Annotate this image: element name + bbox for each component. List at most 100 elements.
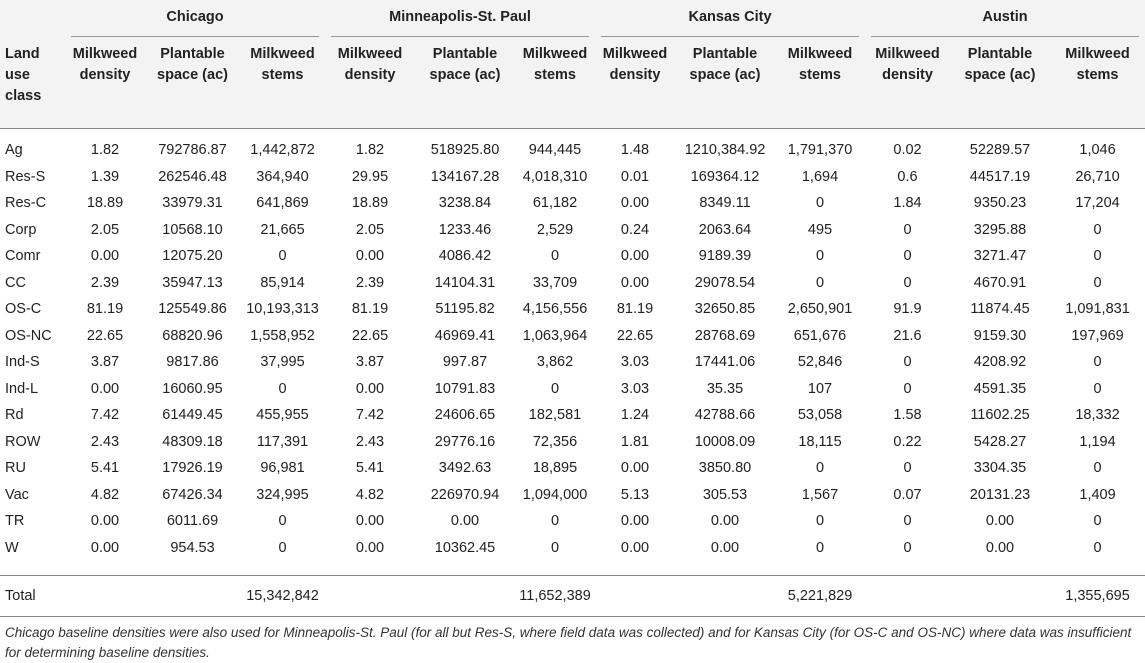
cell: 0 xyxy=(550,513,560,530)
table-row: OS-C 81.19 125549.86 10,193,313 81.19 51195.8… xyxy=(0,296,1145,323)
cell: 2063.64 xyxy=(698,221,752,238)
row-label: CC xyxy=(5,274,26,291)
row-label: ROW xyxy=(5,433,41,450)
cell: 52,846 xyxy=(797,354,843,371)
cell: 81.19 xyxy=(86,301,124,318)
data-table: Chicago Minneapolis-St. Paul Kansas City Au… xyxy=(0,0,1145,617)
column-header: Plantable space (ac) xyxy=(145,40,240,129)
cell: 518925.80 xyxy=(430,142,500,159)
cell: 22.65 xyxy=(86,327,124,344)
total-label: Total xyxy=(0,575,65,617)
cell: 0.00 xyxy=(450,513,480,530)
cell: 20131.23 xyxy=(969,486,1031,503)
cell: 2,650,901 xyxy=(787,301,853,318)
cell: 3850.80 xyxy=(698,460,752,477)
cell: 0 xyxy=(903,513,912,530)
cell: 0 xyxy=(903,274,912,291)
column-header: Milkweed density xyxy=(865,40,951,129)
cell: 10791.83 xyxy=(434,380,496,397)
cell: 0.00 xyxy=(90,513,120,530)
cell: 37,995 xyxy=(260,354,305,371)
cell: 52289.57 xyxy=(969,142,1031,159)
city-name: Kansas City xyxy=(601,3,860,37)
cell: 17926.19 xyxy=(162,460,223,477)
cell: 1,567 xyxy=(801,486,839,503)
total-cell: 15,342,842 xyxy=(240,575,326,617)
column-header: Milkweed stems xyxy=(1050,40,1145,129)
cell: 3,862 xyxy=(536,354,574,371)
cell: 2.39 xyxy=(90,274,120,291)
cell: 1,442,872 xyxy=(250,142,315,159)
cell: 29.95 xyxy=(351,168,389,185)
cell: 1.39 xyxy=(90,168,120,185)
cell: 0 xyxy=(278,248,287,265)
column-header: Milkweed density xyxy=(65,40,145,129)
cell: 0 xyxy=(278,380,287,397)
table-row: RU 5.41 17926.19 96,981 5.41 3492.63 18,895 0.0… xyxy=(0,455,1145,482)
cell: 197,969 xyxy=(1071,327,1124,344)
cell: 14104.31 xyxy=(434,274,496,291)
cell: 125549.86 xyxy=(158,301,227,318)
cell: 22.65 xyxy=(616,327,654,344)
cell: 1.24 xyxy=(620,407,650,424)
cell: 954.53 xyxy=(170,539,215,556)
cell: 1,046 xyxy=(1079,142,1116,159)
cell: 1,194 xyxy=(1079,433,1116,450)
cell: 0.01 xyxy=(620,168,650,185)
cell: 0.00 xyxy=(90,248,120,265)
row-label: Res-C xyxy=(5,195,47,212)
cell: 0.00 xyxy=(985,513,1015,530)
column-header: Plantable space (ac) xyxy=(950,40,1051,129)
cell: 1.84 xyxy=(893,195,922,212)
cell: 0 xyxy=(903,539,912,556)
city-cell: Minneapolis-St. Paul xyxy=(325,0,595,40)
cell: 0.00 xyxy=(710,513,740,530)
cell: 17441.06 xyxy=(694,354,756,371)
cell: 262546.48 xyxy=(158,168,227,185)
cell: 9189.39 xyxy=(698,248,752,265)
cell: 4670.91 xyxy=(973,274,1027,291)
cell: 0 xyxy=(550,380,560,397)
cell: 11602.25 xyxy=(970,407,1030,424)
cell: 364,940 xyxy=(256,168,309,185)
table-body: Ag 1.82 792786.87 1,442,872 1.82 518925.80 944… xyxy=(0,129,1145,617)
cell: 0.00 xyxy=(355,380,385,397)
column-header-row: Land use class Milkweed density Plantable… xyxy=(0,40,1145,129)
cell: 18,115 xyxy=(798,433,842,450)
total-cell: 5,221,829 xyxy=(775,575,866,617)
cell: 0.02 xyxy=(893,142,922,159)
cell: 0 xyxy=(903,460,912,477)
row-label: Ind-S xyxy=(5,354,40,371)
cell: 91.9 xyxy=(893,301,922,318)
cell: 944,445 xyxy=(528,142,582,159)
cell: 2.05 xyxy=(90,221,120,238)
cell: 33,709 xyxy=(532,274,578,291)
cell: 0.00 xyxy=(355,539,385,556)
table-row: W 0.00 954.53 0 0.00 10362.45 0 0.00 0.00 0 0 0.00 0 xyxy=(0,535,1145,576)
cell: 0.00 xyxy=(90,380,120,397)
cell: 1.58 xyxy=(893,407,922,424)
cell: 0 xyxy=(815,248,825,265)
cell: 107 xyxy=(807,380,833,397)
cell: 81.19 xyxy=(351,301,389,318)
cell: 10568.10 xyxy=(162,221,223,238)
empty-cell xyxy=(415,575,516,617)
cell: 3304.35 xyxy=(973,460,1027,477)
cell: 0.24 xyxy=(620,221,650,238)
cell: 0 xyxy=(815,539,825,556)
cell: 3238.84 xyxy=(438,195,492,212)
cell: 2.39 xyxy=(355,274,385,291)
table-row: TR 0.00 6011.69 0 0.00 0.00 0 0.00 0.00 0 0 0.00 0 xyxy=(0,508,1145,535)
cell: 5.41 xyxy=(355,460,385,477)
cell: 3492.63 xyxy=(438,460,492,477)
cell: 16060.95 xyxy=(162,380,223,397)
cell: 10008.09 xyxy=(694,433,756,450)
cell: 0 xyxy=(903,248,912,265)
table-row: Ind-L 0.00 16060.95 0 0.00 10791.83 0 3.03 35.35… xyxy=(0,376,1145,403)
cell: 0 xyxy=(1093,460,1102,477)
cell: 0 xyxy=(278,513,287,530)
cell: 53,058 xyxy=(797,407,843,424)
cell: 1.48 xyxy=(620,142,650,159)
cell: 96,981 xyxy=(260,460,305,477)
cell: 2.43 xyxy=(355,433,385,450)
